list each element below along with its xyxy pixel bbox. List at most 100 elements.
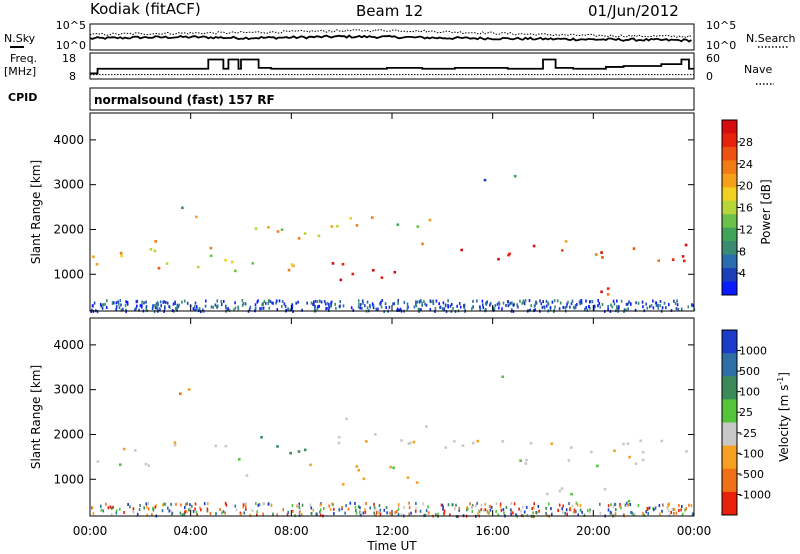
velocity-cell (179, 511, 182, 515)
beam-title: Beam 12 (356, 2, 423, 20)
velocity-cell (389, 511, 391, 515)
power-cell (91, 308, 93, 312)
velocity-cell (215, 512, 217, 516)
velocity-cell (497, 513, 499, 517)
velocity-cell (144, 462, 148, 466)
power-cell (649, 305, 651, 309)
power-cell (153, 310, 156, 314)
power-cell (135, 300, 138, 304)
power-cell (589, 300, 591, 304)
velocity-cell (224, 511, 226, 515)
power-cell (268, 306, 271, 310)
power-cell (418, 300, 421, 304)
velocity-cell (518, 507, 520, 511)
power-cell (193, 305, 196, 309)
power-cell (249, 305, 252, 309)
power-cell (328, 308, 330, 312)
power-cell (323, 300, 326, 303)
colorbar-tick-label: 25 (739, 406, 753, 419)
power-cell (149, 248, 153, 251)
power-cell (222, 300, 225, 303)
velocity-cell (645, 510, 647, 514)
velocity-cell (171, 511, 174, 515)
power-cell (291, 303, 293, 307)
power-cell (162, 300, 165, 304)
power-cell (136, 299, 139, 303)
power-cell (117, 300, 119, 304)
velocity-cell (100, 504, 102, 508)
power-cell (352, 308, 355, 312)
velocity-cell (442, 507, 444, 511)
power-cell (212, 305, 214, 309)
power-cell (176, 308, 178, 312)
velocity-cell (415, 506, 417, 510)
power-cell (115, 301, 118, 305)
power-cell (472, 305, 474, 309)
power-cell (165, 301, 167, 304)
power-cell (397, 299, 399, 303)
power-cell (330, 304, 332, 308)
velocity-cell (566, 512, 568, 516)
power-cell (529, 308, 531, 312)
colorbar-segment (722, 160, 737, 175)
velocity-cell (673, 512, 675, 515)
power-cell (371, 302, 374, 306)
velocity-cell (276, 445, 279, 448)
power-cell (617, 306, 619, 310)
power-cell (489, 301, 492, 305)
velocity-cell (331, 502, 333, 506)
power-cell (692, 304, 695, 308)
power-cell (111, 301, 114, 305)
velocity-cell (260, 436, 263, 439)
power-cell (151, 307, 154, 310)
velocity-cell (214, 444, 218, 448)
power-cell (310, 301, 313, 305)
velocity-cell (354, 502, 356, 505)
power-cell (135, 307, 137, 310)
power-cell (673, 299, 675, 303)
power-cell (393, 302, 396, 306)
velocity-cell (569, 506, 571, 510)
noise-right-tick-bottom: 10^0 (706, 39, 736, 52)
power-cell (613, 302, 616, 306)
power-frame (89, 112, 695, 312)
velocity-cell (609, 513, 611, 517)
power-cell (275, 299, 278, 303)
power-cell (415, 304, 418, 308)
power-cell (326, 306, 329, 310)
power-cell (606, 287, 610, 290)
velocity-cell (457, 515, 459, 519)
velocity-x-ticks: 00:00 04:00 08:00 12:00 16:00 20:00 00:00 (73, 113, 711, 538)
power-cell (444, 303, 447, 307)
velocity-cell (427, 505, 429, 509)
power-cell (226, 307, 229, 311)
power-cell (447, 299, 449, 303)
power-cell (192, 307, 195, 311)
colorbar-tick-label: -500 (739, 468, 764, 481)
power-cell (120, 303, 122, 307)
power-cell (558, 307, 561, 311)
power-cell (511, 308, 513, 312)
velocity-cell (471, 510, 474, 513)
velocity-cell (596, 464, 599, 468)
freq-unit-label: [MHz] (4, 65, 36, 78)
power-cell (418, 308, 421, 312)
power-cell (248, 307, 251, 311)
power-cell (176, 303, 179, 307)
station-title: Kodiak (fitACF) (90, 0, 201, 18)
power-cell (113, 301, 115, 305)
velocity-cell (378, 504, 381, 507)
velocity-cell (155, 504, 157, 508)
power-cell (357, 305, 360, 309)
power-cell (364, 304, 366, 308)
velocity-cell (408, 506, 411, 510)
power-cell (511, 301, 513, 305)
velocity-cell (272, 512, 274, 516)
velocity-cell (515, 513, 517, 517)
power-cell (588, 305, 590, 309)
power-cell (92, 304, 94, 308)
velocity-cell (337, 435, 341, 439)
power-cell (181, 206, 184, 210)
power-cell (384, 302, 387, 306)
velocity-cell (531, 507, 533, 511)
